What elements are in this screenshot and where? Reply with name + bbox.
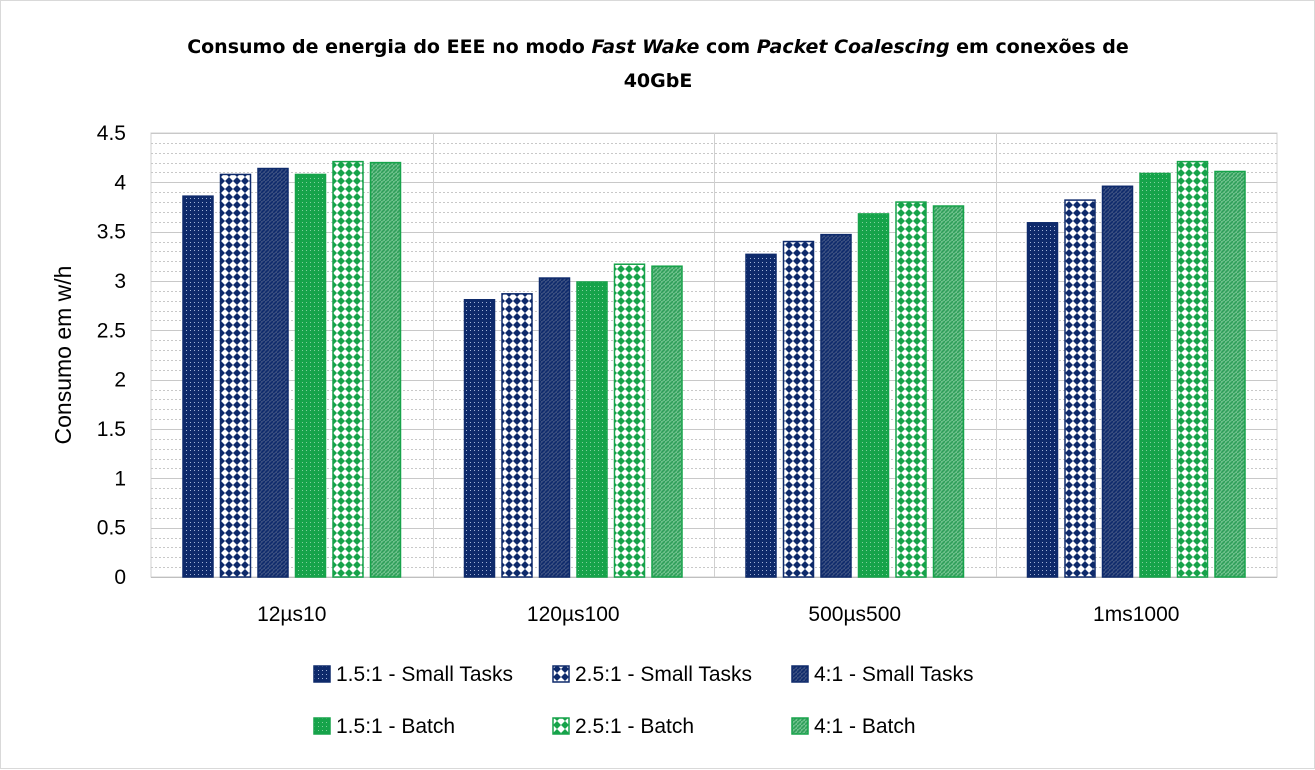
x-category-label: 1ms1000 <box>1093 603 1179 626</box>
y-tick-label: 0 <box>114 566 126 589</box>
legend: 1.5:1 - Small Tasks 2.5:1 - Small Tasks 4:… <box>313 663 974 738</box>
legend-swatch <box>791 717 809 735</box>
legend-label: 2.5:1 - Small Tasks <box>575 663 752 686</box>
y-tick-label: 3 <box>114 270 126 293</box>
x-category-label: 500µs500 <box>808 603 901 626</box>
bar <box>1214 170 1246 578</box>
legend-swatch <box>313 717 331 735</box>
bar <box>182 195 214 578</box>
legend-label: 2.5:1 - Batch <box>575 715 694 738</box>
bar <box>369 161 402 578</box>
bar <box>257 167 289 578</box>
legend-label: 1.5:1 - Batch <box>336 715 455 738</box>
bar <box>895 201 927 578</box>
bar <box>932 205 965 578</box>
legend-item: 1.5:1 - Batch <box>313 715 455 738</box>
bar <box>782 240 815 578</box>
legend-swatch <box>791 665 809 683</box>
bar <box>1139 172 1171 578</box>
legend-swatch <box>313 665 331 683</box>
legend-label: 4:1 - Batch <box>814 715 916 738</box>
bar <box>745 253 777 578</box>
bar <box>219 173 252 578</box>
title-italic-1: Fast Wake <box>591 36 699 58</box>
title-part-3: em conexões de <box>950 36 1129 58</box>
bar <box>332 160 364 578</box>
y-tick-label: 2.5 <box>97 319 126 342</box>
title-line-2: 40GbE <box>624 70 693 92</box>
title-italic-2: Packet Coalescing <box>757 36 950 58</box>
y-axis-label: Consumo em w/h <box>50 266 76 445</box>
x-category-label: 12µs10 <box>257 603 326 626</box>
legend-item: 2.5:1 - Batch <box>552 715 694 738</box>
legend-label: 1.5:1 - Small Tasks <box>336 663 513 686</box>
title-part-1: Consumo de energia do EEE no modo <box>187 36 591 58</box>
y-tick-label: 0.5 <box>97 517 126 540</box>
legend-item: 4:1 - Batch <box>791 715 916 738</box>
y-tick-label: 2 <box>114 369 126 392</box>
bar <box>1026 222 1059 578</box>
bar <box>1064 199 1096 578</box>
y-tick-label: 4.5 <box>97 122 126 145</box>
bar <box>463 298 496 578</box>
bar <box>538 277 571 578</box>
bar <box>857 213 890 578</box>
bars <box>182 160 1246 578</box>
bar <box>1176 160 1209 578</box>
legend-item: 1.5:1 - Small Tasks <box>313 663 513 686</box>
chart-title: Consumo de energia do EEE no modo Fast W… <box>187 36 1129 92</box>
x-category-labels: 12µs10 120µs100 500µs500 1ms1000 <box>257 603 1179 626</box>
bar <box>1101 185 1134 578</box>
bar <box>820 233 852 578</box>
legend-item: 2.5:1 - Small Tasks <box>552 663 752 686</box>
y-tick-labels: 0 0.5 1 1.5 2 2.5 3 3.5 4 4.5 <box>97 122 127 589</box>
x-category-label: 120µs100 <box>527 603 620 626</box>
title-part-2: com <box>699 36 756 58</box>
y-tick-label: 1.5 <box>97 418 126 441</box>
legend-label: 4:1 - Small Tasks <box>814 663 974 686</box>
legend-item: 4:1 - Small Tasks <box>791 663 974 686</box>
bar <box>576 281 608 578</box>
y-tick-label: 4 <box>114 171 126 194</box>
svg-text:Consumo de energia do EEE no m: Consumo de energia do EEE no modo Fast W… <box>187 36 1129 58</box>
bar <box>651 265 683 578</box>
y-tick-label: 1 <box>114 467 126 490</box>
y-tick-label: 3.5 <box>97 221 126 244</box>
legend-swatch <box>552 665 570 683</box>
legend-swatch <box>552 717 570 735</box>
bar <box>501 293 533 578</box>
bar <box>613 263 646 578</box>
bar <box>294 173 327 578</box>
